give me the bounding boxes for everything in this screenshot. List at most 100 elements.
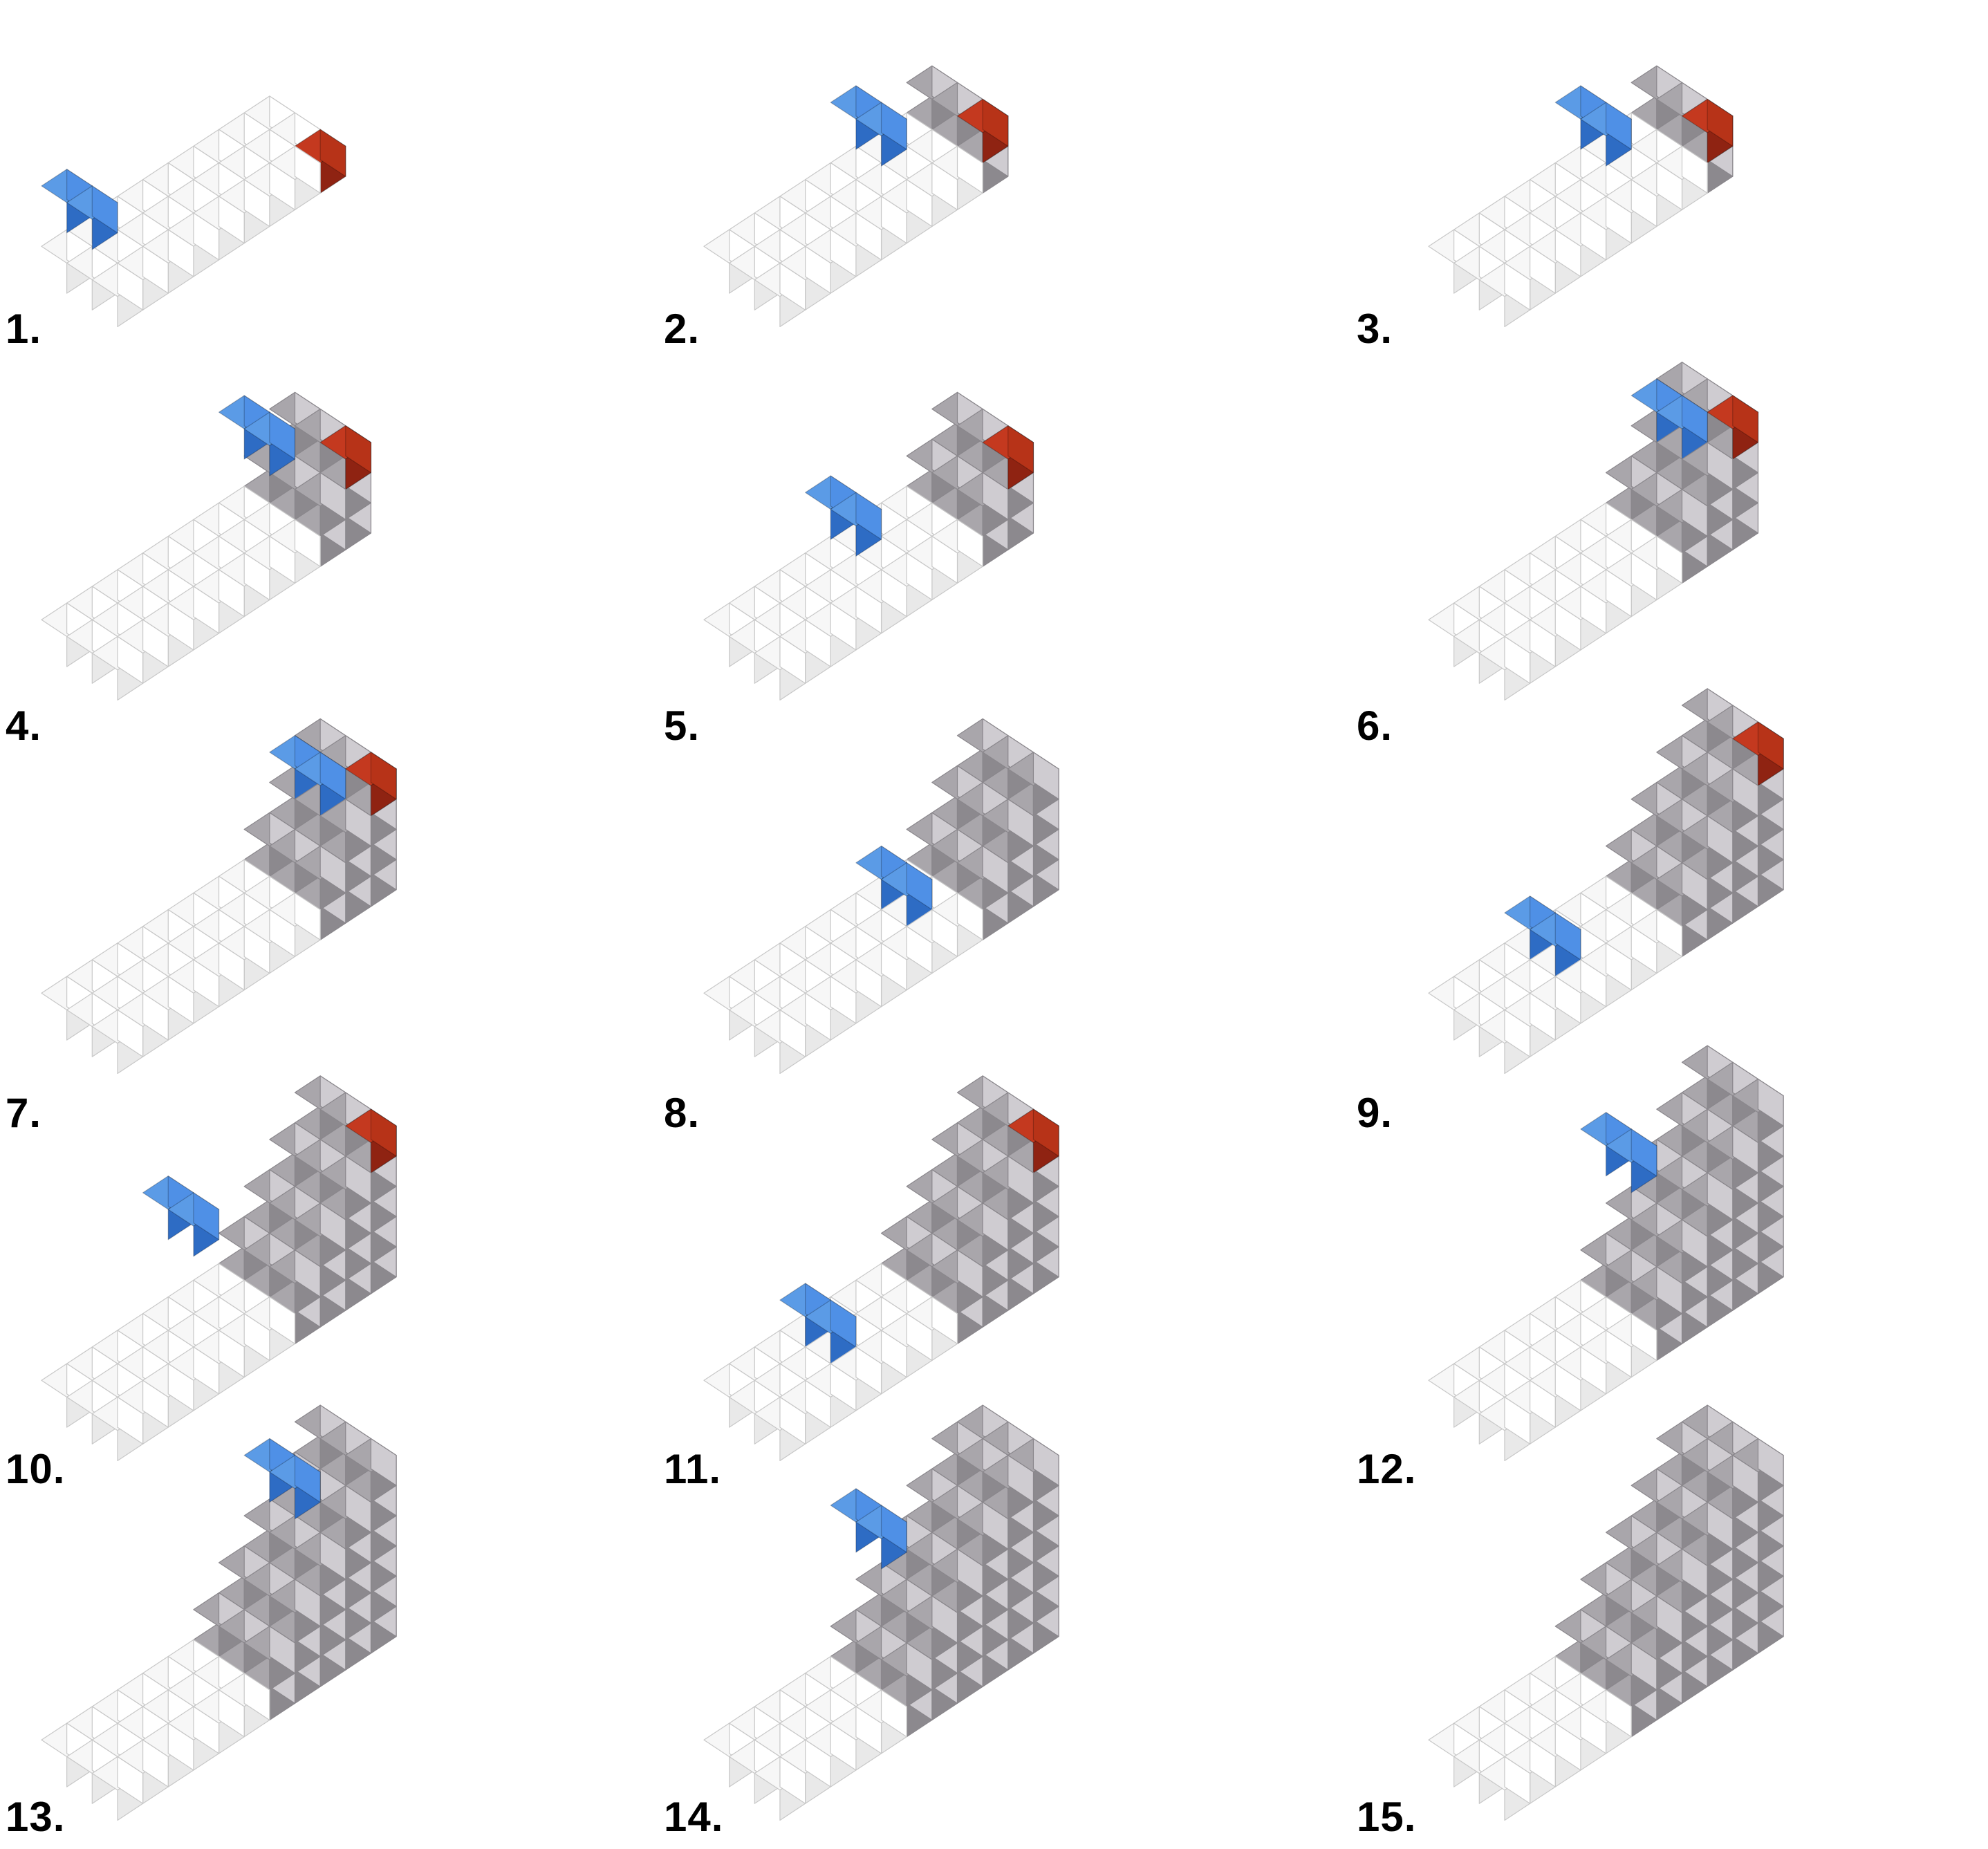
cube-red-26-end [370, 1108, 397, 1157]
cube-white-79-end [117, 1756, 144, 1804]
step-label-3: 3. [1357, 306, 1393, 352]
cube-gray-31-end [1757, 1078, 1784, 1126]
cube-white-83-end [880, 1689, 907, 1738]
cube-white-16-end [218, 196, 245, 244]
cube-gray-64-end [1656, 1266, 1683, 1314]
step-diagram-6 [1428, 362, 1759, 701]
cube-white-42-end [1580, 586, 1607, 634]
cube-gray-49-end [1732, 1454, 1759, 1503]
cube-white-60-end [167, 1363, 194, 1411]
cube-white-33-end [1656, 535, 1683, 584]
cube-white-27-end [830, 229, 857, 277]
cube-white-22-end [167, 229, 194, 277]
step-diagram-11 [703, 1075, 1059, 1462]
cube-blue-56-end [1554, 912, 1581, 960]
cube-white-63-end [142, 1379, 169, 1428]
cube-white-42-end [218, 942, 245, 991]
cube-gray-70-end [956, 1548, 983, 1597]
cube-white-65-end [117, 1396, 144, 1444]
step-panel-14: 14. [662, 1404, 1325, 1849]
step-panel-12: 12. [1325, 1045, 1988, 1494]
step-diagram-15 [1428, 1404, 1784, 1821]
step-label-5: 5. [664, 703, 700, 749]
cube-blue-78-end [880, 1505, 907, 1553]
cube-white-87-end [1554, 1722, 1581, 1771]
cube-white-26-end [142, 245, 169, 294]
step-panel-11: 11. [662, 1075, 1325, 1494]
cube-gray-32-end [319, 845, 346, 893]
cube-gray-19-end [1032, 752, 1059, 800]
cube-white-65-end [779, 1396, 806, 1444]
step-label-15: 15. [1357, 1794, 1417, 1840]
cube-white-41-end [880, 942, 907, 991]
cube-blue-56-end [830, 1299, 857, 1348]
cube-white-54-end [218, 1330, 245, 1378]
cube-white-22-end [931, 535, 958, 584]
cube-white-39-end [804, 619, 831, 667]
step-label-13: 13. [6, 1794, 66, 1840]
step-diagram-13 [41, 1404, 397, 1821]
cube-white-41-end [779, 635, 806, 684]
cube-white-21-end [880, 196, 907, 244]
cube-white-50-end [804, 992, 831, 1041]
cube-gray-45-end [294, 1249, 321, 1298]
step-panel-15: 15. [1325, 1404, 1988, 1849]
cube-blue-60-end [1631, 1128, 1657, 1177]
cube-gray-35-end [345, 1155, 372, 1204]
cube-white-50-end [243, 1313, 270, 1362]
cube-gray-61-end [982, 1501, 1009, 1550]
cube-red-14-end [1007, 425, 1034, 474]
step-panel-13: 13. [0, 1404, 662, 1849]
cube-gray-35-end [1732, 768, 1759, 817]
cube-red-21-end [370, 752, 397, 800]
cube-white-46-end [269, 1296, 296, 1344]
cube-white-35-end [931, 909, 958, 957]
cube-white-46-end [1656, 909, 1683, 957]
cube-gray-70-end [1681, 1548, 1708, 1597]
step-diagram-1 [41, 95, 346, 328]
cube-white-51-end [142, 992, 169, 1041]
cube-white-24-end [855, 212, 882, 261]
step-label-14: 14. [664, 1794, 724, 1840]
step-diagram-12 [1428, 1045, 1784, 1462]
cube-white-39-end [1605, 569, 1632, 617]
cube-white-32-end [779, 262, 806, 310]
cube-gray-33-end [1757, 1438, 1784, 1486]
step-panel-6: 6. [1325, 362, 1988, 747]
cube-white-48-end [1529, 619, 1556, 667]
cube-gray-19-end [319, 472, 346, 520]
step-panel-4: 4. [0, 373, 662, 747]
step-diagram-2 [703, 65, 1009, 328]
cube-white-49-end [1631, 926, 1657, 974]
cube-white-39-end [243, 926, 270, 974]
cube-white-90-end [1529, 1739, 1556, 1787]
cube-white-24-end [1580, 212, 1607, 261]
cube-white-71-end [1580, 1346, 1607, 1395]
cube-gray-45-end [1681, 862, 1708, 911]
cube-gray-25-end [1007, 799, 1034, 847]
cube-white-39-end [142, 619, 169, 667]
step-panel-5: 5. [662, 373, 1325, 747]
cube-white-30-end [804, 245, 831, 294]
cube-white-77-end [142, 1739, 169, 1787]
cube-white-79-end [1504, 1396, 1531, 1444]
cube-white-19-end [193, 212, 220, 261]
cube-white-36-end [167, 602, 194, 651]
cube-white-36-end [1631, 552, 1657, 601]
cube-white-46-end [931, 1296, 958, 1344]
cube-white-60-end [1554, 976, 1581, 1024]
cube-gray-29-end [982, 845, 1009, 893]
cube-white-21-end [1605, 196, 1632, 244]
cube-white-68-end [1605, 1330, 1632, 1378]
cube-white-33-end [193, 586, 220, 634]
step-label-1: 1. [6, 306, 42, 352]
cube-red-26-end [1032, 1108, 1059, 1157]
step-diagram-4 [41, 391, 372, 701]
cube-white-32-end [1504, 262, 1531, 310]
cube-white-13-end [243, 179, 270, 227]
step-label-7: 7. [6, 1090, 42, 1136]
cube-gray-41-end [982, 1202, 1009, 1251]
cube-white-92-end [1504, 1756, 1531, 1804]
cube-white-50-end [1504, 635, 1531, 684]
cube-blue-45-end [294, 1454, 321, 1503]
